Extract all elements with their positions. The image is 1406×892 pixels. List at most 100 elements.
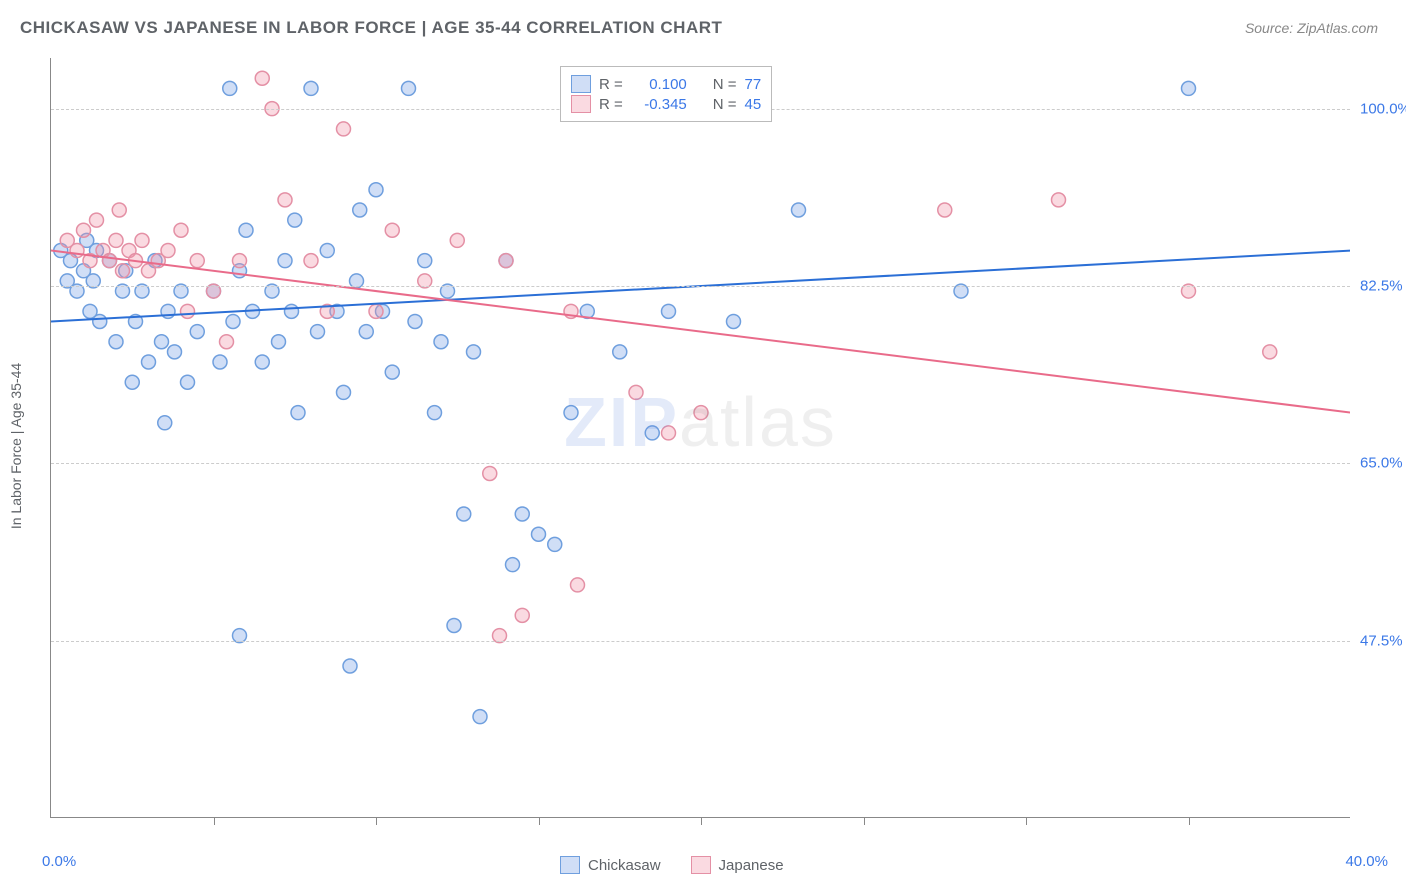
data-point [109,233,123,247]
x-tick [376,817,377,825]
data-point [369,304,383,318]
data-point [158,416,172,430]
data-point [369,183,383,197]
data-point [181,304,195,318]
data-point [190,325,204,339]
legend-swatch [571,75,591,93]
data-point [161,244,175,258]
correlation-legend: R =0.100N =77R =-0.345N =45 [560,66,772,122]
data-point [239,223,253,237]
x-tick [701,817,702,825]
chart-title: CHICKASAW VS JAPANESE IN LABOR FORCE | A… [20,18,722,38]
plot-area: ZIPatlas [50,58,1350,818]
data-point [1052,193,1066,207]
data-point [174,223,188,237]
data-point [220,335,234,349]
data-point [629,385,643,399]
source-label: Source: ZipAtlas.com [1245,20,1378,36]
legend-series-label: Chickasaw [588,857,661,874]
legend-swatch [571,95,591,113]
legend-swatch [691,856,711,874]
data-point [278,254,292,268]
legend-n-label: N = [713,76,737,93]
data-point [434,335,448,349]
legend-r-value: -0.345 [631,96,687,113]
y-tick-label: 100.0% [1360,100,1406,117]
data-point [473,710,487,724]
data-point [343,659,357,673]
x-axis-min-label: 0.0% [42,853,76,870]
y-axis-label: In Labor Force | Age 35-44 [8,363,24,529]
data-point [135,233,149,247]
data-point [499,254,513,268]
y-tick-label: 47.5% [1360,632,1403,649]
data-point [291,406,305,420]
data-point [402,81,416,95]
data-point [112,203,126,217]
data-point [1263,345,1277,359]
legend-row: R =-0.345N =45 [571,95,761,113]
data-point [428,406,442,420]
y-tick-label: 82.5% [1360,278,1403,295]
data-point [168,345,182,359]
data-point [727,314,741,328]
data-point [483,466,497,480]
x-tick [214,817,215,825]
x-tick [1189,817,1190,825]
legend-r-value: 0.100 [631,76,687,93]
data-point [272,335,286,349]
data-point [142,355,156,369]
data-point [304,254,318,268]
data-point [467,345,481,359]
data-point [93,314,107,328]
data-point [447,618,461,632]
data-point [116,264,130,278]
data-point [288,213,302,227]
data-point [353,203,367,217]
data-point [181,375,195,389]
series-legend-item: Chickasaw [560,856,661,874]
data-point [155,335,169,349]
data-point [320,244,334,258]
data-point [255,355,269,369]
data-point [938,203,952,217]
legend-r-label: R = [599,96,623,113]
data-point [645,426,659,440]
data-point [125,375,139,389]
data-point [662,304,676,318]
data-point [304,81,318,95]
data-point [450,233,464,247]
data-point [103,254,117,268]
data-point [223,81,237,95]
data-point [311,325,325,339]
gridline [51,463,1350,464]
data-point [457,507,471,521]
data-point [359,325,373,339]
series-legend: Chickasaw Japanese [560,856,784,874]
data-point [385,223,399,237]
data-point [662,426,676,440]
x-tick [864,817,865,825]
legend-series-label: Japanese [719,857,784,874]
data-point [1182,81,1196,95]
data-point [213,355,227,369]
data-point [548,537,562,551]
data-point [233,254,247,268]
data-point [77,223,91,237]
legend-row: R =0.100N =77 [571,75,761,93]
data-point [337,385,351,399]
data-point [532,527,546,541]
data-point [515,507,529,521]
legend-n-label: N = [713,96,737,113]
regression-line [51,251,1350,413]
data-point [255,71,269,85]
scatter-plot-svg [51,58,1350,817]
gridline [51,286,1350,287]
data-point [506,558,520,572]
gridline [51,641,1350,642]
data-point [337,122,351,136]
data-point [226,314,240,328]
data-point [408,314,422,328]
data-point [571,578,585,592]
data-point [90,213,104,227]
